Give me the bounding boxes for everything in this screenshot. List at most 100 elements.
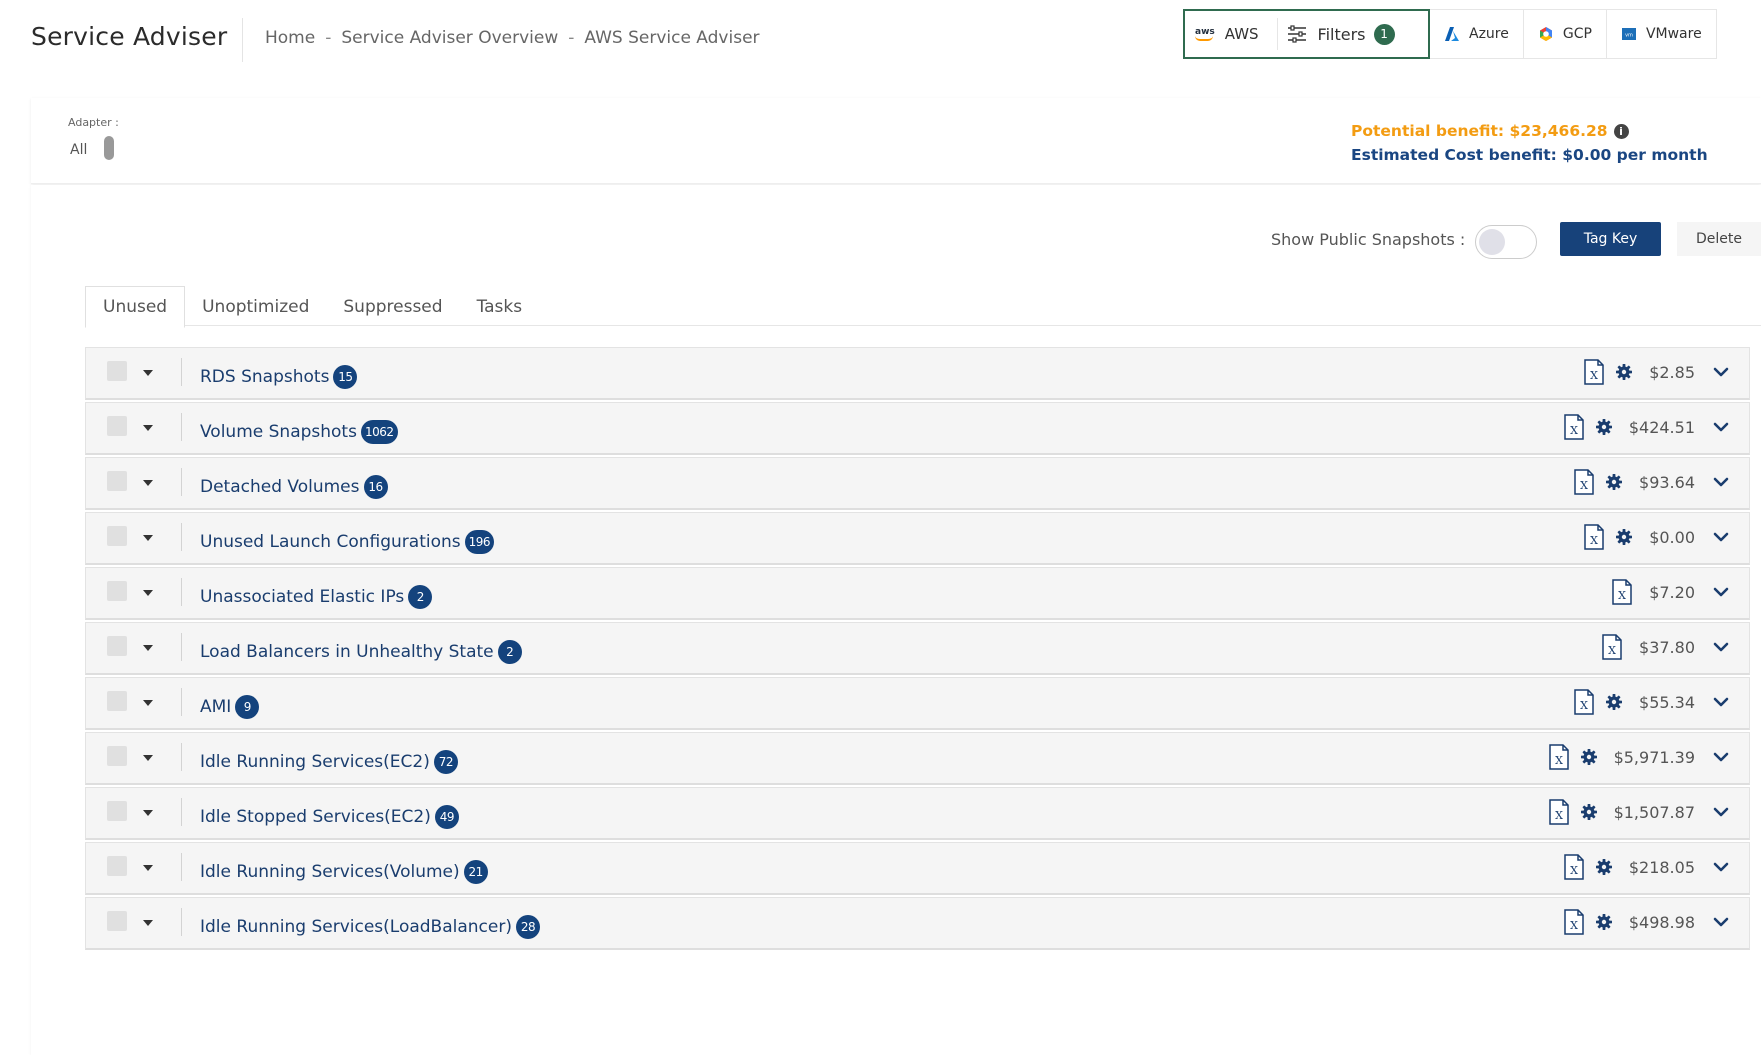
excel-export-icon[interactable]: X [1563,854,1585,880]
chevron-down-icon[interactable] [1713,531,1729,543]
gear-icon[interactable] [1595,858,1613,876]
gear-icon[interactable] [1615,528,1633,546]
tab-suppressed[interactable]: Suppressed [343,297,443,317]
caret-down-icon[interactable] [143,480,153,486]
chevron-down-icon[interactable] [1713,861,1729,873]
row-checkbox[interactable] [107,471,127,491]
row-checkbox[interactable] [107,361,127,381]
row-checkbox[interactable] [107,581,127,601]
row-title[interactable]: Idle Running Services(EC2) 72 [200,750,458,774]
caret-down-icon[interactable] [143,755,153,761]
breadcrumb-separator: - [325,28,332,48]
breadcrumb-home[interactable]: Home [265,28,316,48]
info-icon[interactable]: i [1613,123,1629,139]
chevron-down-icon[interactable] [1713,366,1729,378]
caret-down-icon[interactable] [143,810,153,816]
list-item[interactable]: Volume Snapshots 1062 X [85,402,1750,455]
list-item[interactable]: Detached Volumes 16 X [85,457,1750,510]
row-checkbox[interactable] [107,801,127,821]
tab-unoptimized[interactable]: Unoptimized [202,297,310,317]
list-item[interactable]: Load Balancers in Unhealthy State 2 X $3… [85,622,1750,675]
row-title[interactable]: AMI 9 [200,695,260,719]
list-item[interactable]: Idle Running Services(EC2) 72 X [85,732,1750,785]
gear-icon[interactable] [1615,363,1633,381]
excel-export-icon[interactable]: X [1548,799,1570,825]
row-checkbox[interactable] [107,416,127,436]
adapter-toggle[interactable] [104,136,114,160]
filters-count-badge: 1 [1373,23,1395,45]
gear-icon[interactable] [1580,803,1598,821]
caret-down-icon[interactable] [143,645,153,651]
row-title[interactable]: Idle Running Services(LoadBalancer) 28 [200,915,540,939]
row-checkbox[interactable] [107,911,127,931]
row-divider [181,798,182,826]
excel-export-icon[interactable]: X [1548,744,1570,770]
excel-export-icon[interactable]: X [1563,909,1585,935]
tab-tasks[interactable]: Tasks [476,297,523,317]
row-title[interactable]: Idle Running Services(Volume) 21 [200,860,488,884]
chevron-down-icon[interactable] [1713,586,1729,598]
row-title[interactable]: Detached Volumes 16 [200,475,388,499]
list-item[interactable]: RDS Snapshots 15 X [85,347,1750,400]
caret-down-icon[interactable] [143,865,153,871]
caret-down-icon[interactable] [143,535,153,541]
excel-export-icon[interactable]: X [1601,634,1623,660]
cloud-tab-vmware[interactable]: vm VMware [1606,9,1717,59]
list-item[interactable]: Idle Running Services(Volume) 21 X [85,842,1750,895]
gear-icon[interactable] [1595,913,1613,931]
excel-export-icon[interactable]: X [1563,414,1585,440]
breadcrumb-overview[interactable]: Service Adviser Overview [341,28,559,48]
row-title[interactable]: Idle Stopped Services(EC2) 49 [200,805,459,829]
caret-down-icon[interactable] [143,370,153,376]
gear-icon[interactable] [1605,693,1623,711]
svg-text:X: X [1570,919,1578,932]
chevron-down-icon[interactable] [1713,916,1729,928]
caret-down-icon[interactable] [143,700,153,706]
row-title[interactable]: Unassociated Elastic IPs 2 [200,585,433,609]
row-checkbox[interactable] [107,856,127,876]
list-item[interactable]: Unused Launch Configurations 196 X [85,512,1750,565]
row-amount: $1,507.87 [1613,802,1695,822]
filters-button[interactable]: Filters 1 [1276,18,1395,50]
list-item[interactable]: Idle Running Services(LoadBalancer) 28 X [85,897,1750,950]
title-divider [242,18,243,62]
excel-export-icon[interactable]: X [1573,469,1595,495]
list-item[interactable]: Idle Stopped Services(EC2) 49 X [85,787,1750,840]
chevron-down-icon[interactable] [1713,696,1729,708]
cloud-tab-azure[interactable]: Azure [1430,9,1524,59]
caret-down-icon[interactable] [143,425,153,431]
row-amount: $55.34 [1639,692,1695,712]
row-checkbox[interactable] [107,526,127,546]
tag-key-button[interactable]: Tag Key [1560,222,1661,256]
row-checkbox[interactable] [107,636,127,656]
gear-icon[interactable] [1605,473,1623,491]
row-title[interactable]: RDS Snapshots 15 [200,365,358,389]
excel-export-icon[interactable]: X [1611,579,1633,605]
excel-export-icon[interactable]: X [1583,524,1605,550]
gear-icon[interactable] [1580,748,1598,766]
show-public-snapshots-toggle[interactable] [1475,225,1537,259]
chevron-down-icon[interactable] [1713,421,1729,433]
excel-export-icon[interactable]: X [1573,689,1595,715]
excel-export-icon[interactable]: X [1583,359,1605,385]
row-title[interactable]: Volume Snapshots 1062 [200,420,398,444]
chevron-down-icon[interactable] [1713,641,1729,653]
cloud-tab-gcp[interactable]: GCP [1523,9,1607,59]
chevron-down-icon[interactable] [1713,751,1729,763]
gear-icon[interactable] [1595,418,1613,436]
row-checkbox[interactable] [107,691,127,711]
tab-unused[interactable]: Unused [85,286,186,328]
chevron-down-icon[interactable] [1713,476,1729,488]
chevron-down-icon[interactable] [1713,806,1729,818]
row-count-badge: 2 [408,585,433,609]
cloud-tab-aws[interactable]: aws AWS Filters 1 [1183,9,1430,59]
caret-down-icon[interactable] [143,590,153,596]
row-title[interactable]: Unused Launch Configurations 196 [200,530,495,554]
list-item[interactable]: AMI 9 X [85,677,1750,730]
row-title[interactable]: Load Balancers in Unhealthy State 2 [200,640,522,664]
delete-button[interactable]: Delete [1677,222,1761,256]
list-item[interactable]: Unassociated Elastic IPs 2 X $7.20 [85,567,1750,620]
svg-text:X: X [1580,479,1588,492]
caret-down-icon[interactable] [143,920,153,926]
row-checkbox[interactable] [107,746,127,766]
